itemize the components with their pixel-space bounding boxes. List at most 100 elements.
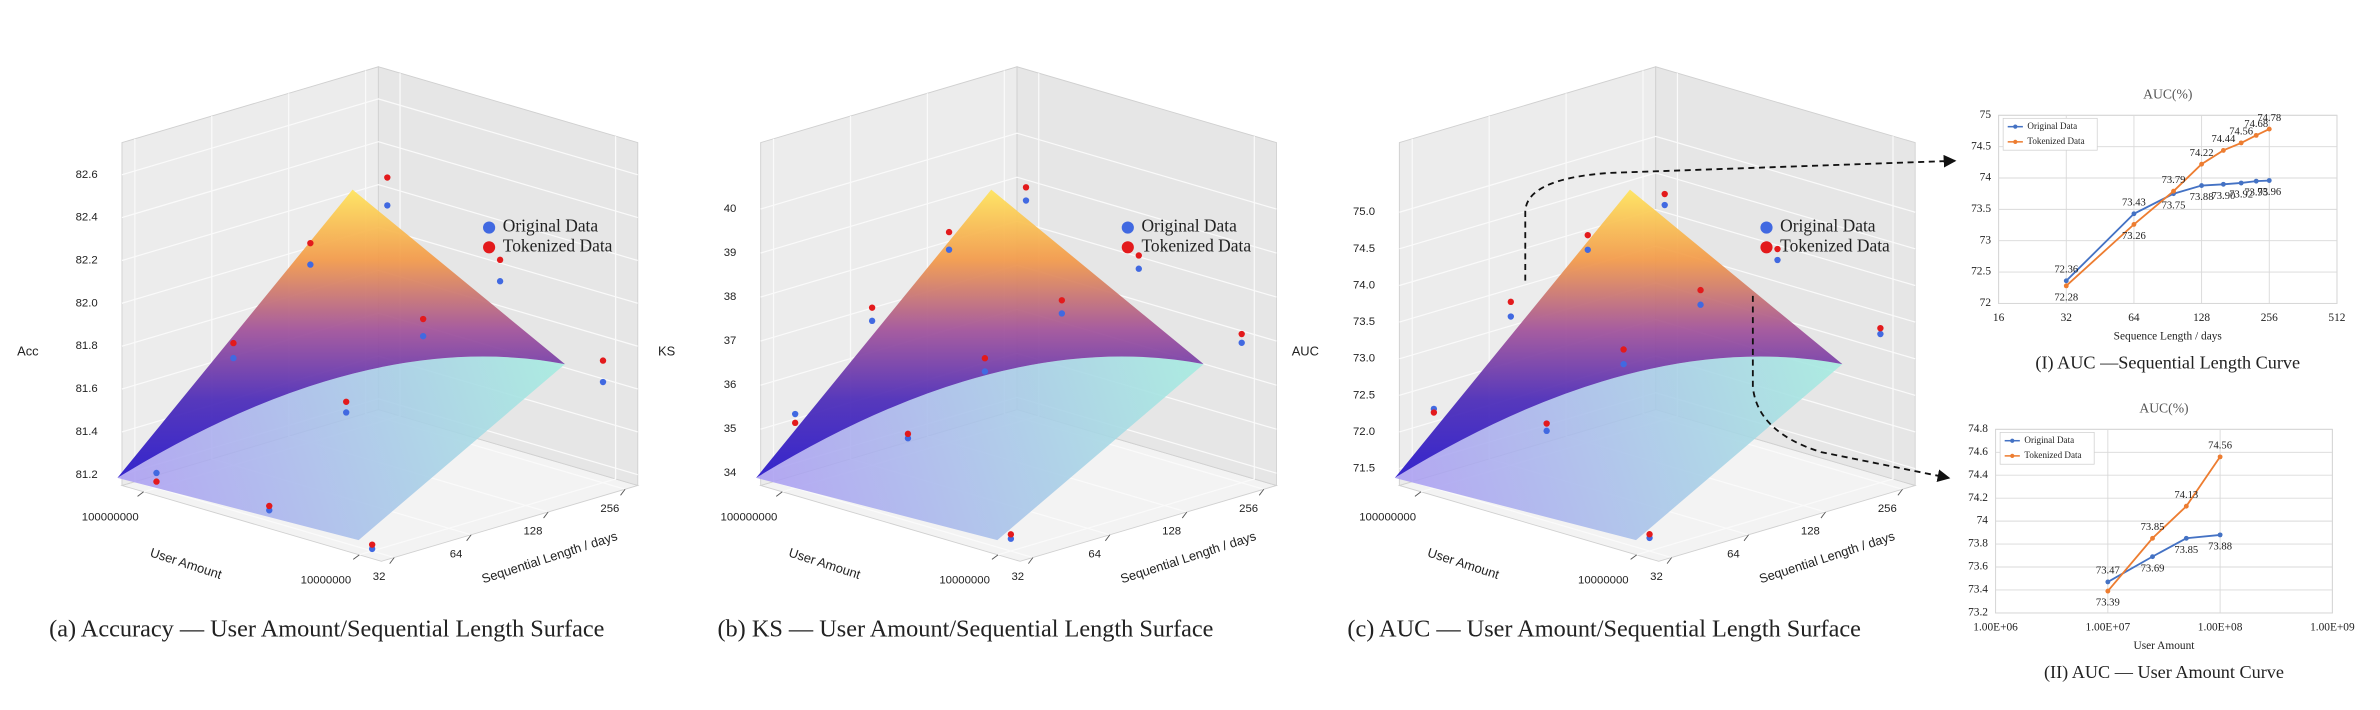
surface-upper: [1394, 189, 1843, 478]
y-tick-label: 73.4: [1968, 584, 1988, 596]
data-point: [1877, 330, 1884, 338]
x-tick-label: 64: [1727, 548, 1740, 560]
data-point: [2150, 554, 2155, 560]
data-point: [1697, 286, 1704, 294]
y-tick-label: 100000000: [721, 512, 778, 524]
data-label: 74.56: [2208, 441, 2232, 452]
data-point: [266, 502, 273, 510]
data-point: [791, 419, 799, 427]
y-tick-label: 74: [1980, 172, 1992, 184]
x-axis-label: Sequence Length / days: [2114, 330, 2223, 342]
y-tick-label: 75: [1980, 109, 1992, 121]
z-tick-label: 37: [724, 335, 737, 347]
tick-mark: [352, 554, 360, 560]
data-point: [2220, 181, 2226, 187]
data-point: [945, 246, 953, 253]
surface: [756, 189, 1204, 541]
legend-label: Original Data: [2027, 121, 2077, 131]
legend-label: Original Data: [1141, 216, 1237, 236]
data-point: [2183, 503, 2189, 509]
z-axis-label: Acc: [17, 343, 39, 358]
data-point: [1620, 346, 1627, 353]
legend-marker: [2013, 139, 2018, 144]
data-point: [1430, 409, 1438, 416]
data-label: 73.85: [2141, 522, 2165, 533]
data-point: [2220, 147, 2226, 153]
legend-marker: [1760, 221, 1773, 234]
data-point: [2217, 532, 2223, 538]
data-point: [2217, 454, 2223, 460]
data-point: [868, 304, 876, 311]
z-tick-label: 75.0: [1353, 206, 1375, 218]
data-label: 72.28: [2054, 292, 2078, 303]
dashed-arrow: [1524, 154, 1957, 281]
y-tick-label: 72: [1980, 297, 1992, 309]
data-point: [1774, 256, 1781, 264]
surface: [1394, 189, 1843, 541]
data-label: 74.44: [2211, 134, 2236, 145]
tick-mark: [1666, 557, 1673, 564]
data-point: [1584, 246, 1591, 253]
dashed-arrow: [1751, 295, 1951, 482]
x-tick-label: 256: [1878, 503, 1897, 515]
caption: (a) Accuracy — User Amount/Sequential Le…: [49, 616, 604, 643]
x-tick-label: 1.00E+06: [1973, 622, 2018, 634]
grid-line: [121, 183, 638, 262]
x-tick-label: 32: [373, 571, 386, 583]
data-point: [230, 354, 237, 362]
z-tick-label: 40: [724, 203, 737, 215]
data-point: [1507, 298, 1514, 306]
surface: [117, 189, 565, 541]
data-label: 74.78: [2257, 113, 2281, 124]
data-label: 74.13: [2174, 490, 2198, 501]
series-line: [2107, 456, 2221, 592]
x-axis-label: Sequential Length / days: [1757, 528, 1896, 586]
data-point: [1543, 420, 1550, 427]
legend-label: Original Data: [1780, 216, 1876, 236]
y-tick-label: 73.6: [1968, 561, 1988, 573]
grid-line: [1399, 135, 1916, 213]
data-point: [1661, 190, 1668, 198]
x-tick-label: 16: [1993, 312, 2005, 324]
data-point: [868, 317, 876, 325]
tick-mark: [543, 511, 549, 519]
grid-line: [760, 176, 1277, 254]
y-tick-label: 10000000: [1578, 575, 1629, 587]
caption: (II) AUC — User Amount Curve: [2044, 662, 2284, 683]
chart-title: AUC(%): [2139, 401, 2188, 417]
y-tick-label: 10000000: [301, 575, 352, 587]
legend-marker: [483, 221, 496, 234]
y-tick-label: 73.8: [1968, 538, 1988, 550]
surface-lower: [756, 356, 1204, 541]
tick-mark: [1181, 511, 1188, 519]
surface-upper: [756, 189, 1204, 478]
data-point: [2199, 161, 2205, 167]
data-point: [1058, 297, 1066, 304]
series-line: [2065, 128, 2270, 287]
data-point: [2131, 221, 2137, 227]
z-tick-label: 81.4: [76, 426, 98, 438]
tick-mark: [1104, 534, 1111, 542]
legend-marker: [2013, 124, 2018, 129]
data-label: 73.88: [2190, 192, 2214, 203]
data-point: [343, 398, 350, 405]
data-point: [791, 410, 799, 418]
data-point: [368, 541, 376, 548]
data-point: [2266, 178, 2272, 183]
legend-label: Tokenized Data: [1141, 235, 1251, 255]
z-tick-label: 36: [724, 379, 737, 391]
y-tick-label: 74.6: [1968, 446, 1988, 458]
z-tick-label: 82.6: [76, 169, 98, 181]
legend-label: Original Data: [2024, 435, 2074, 445]
legend-label: Tokenized Data: [1780, 235, 1890, 255]
data-point: [153, 469, 160, 477]
data-point: [904, 430, 912, 438]
data-label: 73.39: [2096, 598, 2120, 609]
z-tick-label: 74.5: [1353, 243, 1375, 255]
data-point: [1022, 184, 1030, 191]
data-point: [981, 355, 989, 362]
x-tick-label: 256: [2261, 312, 2278, 324]
surface-lower: [117, 356, 565, 541]
data-point: [945, 228, 953, 236]
